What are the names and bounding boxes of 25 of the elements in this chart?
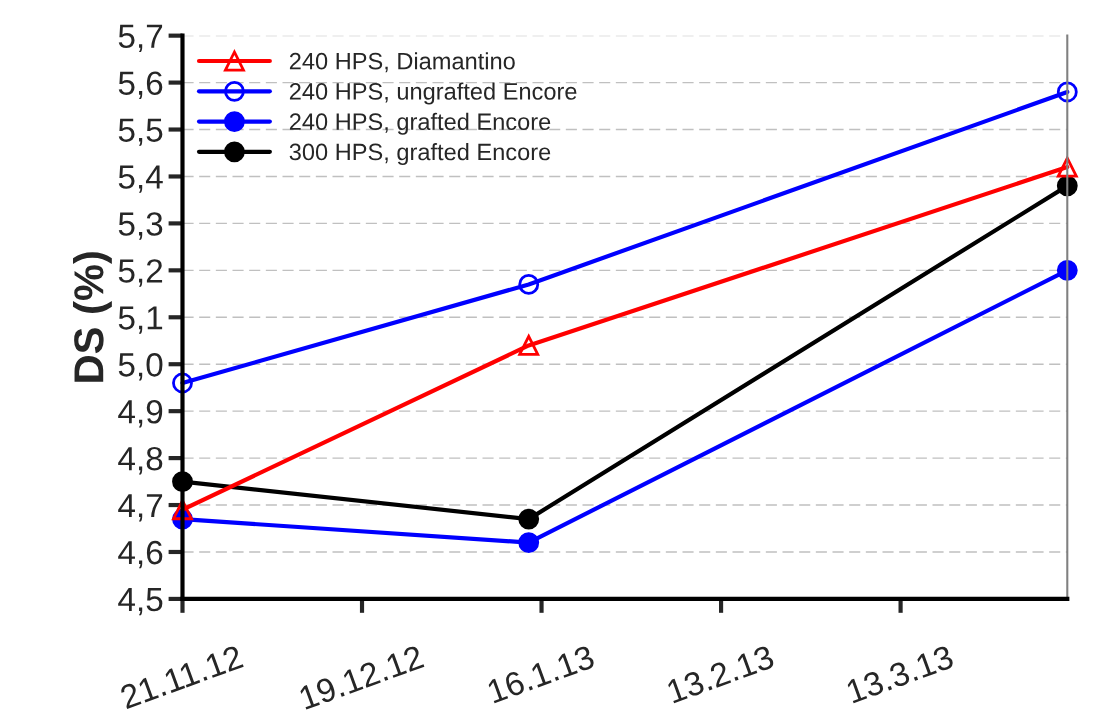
point xyxy=(172,372,193,394)
y-tick-label: 5,3 xyxy=(118,212,163,240)
point xyxy=(1056,156,1078,178)
y-tick-label: 5,4 xyxy=(118,165,163,193)
y-tick-label: 4,7 xyxy=(118,494,163,522)
legend-label: 300 HPS, grafted Encore xyxy=(289,143,551,166)
point xyxy=(518,532,540,554)
point xyxy=(1056,81,1078,103)
y-tick-label: 5,6 xyxy=(118,71,163,99)
y-axis-title: DS (%) xyxy=(73,252,112,382)
legend-label: 240 HPS, Diamantino xyxy=(289,52,515,73)
legend-label: 240 HPS, ungrafted Encore xyxy=(289,82,577,105)
point xyxy=(518,508,540,530)
y-tick-label: 4,8 xyxy=(118,446,163,475)
point xyxy=(518,335,540,356)
y-tick-label: 4,5 xyxy=(118,588,163,616)
y-tick-label: 4,9 xyxy=(118,399,163,428)
y-tick-label: 5,7 xyxy=(118,24,163,52)
y-tick-label: 5,1 xyxy=(118,306,163,334)
y-tick-label: 5,0 xyxy=(118,353,163,381)
y-tick-label: 5,2 xyxy=(118,259,163,287)
point xyxy=(518,274,540,295)
legend-label: 240 HPS, grafted Encore xyxy=(289,112,551,135)
y-tick-label: 4,6 xyxy=(118,540,163,569)
y-tick-label: 5,5 xyxy=(118,118,163,146)
